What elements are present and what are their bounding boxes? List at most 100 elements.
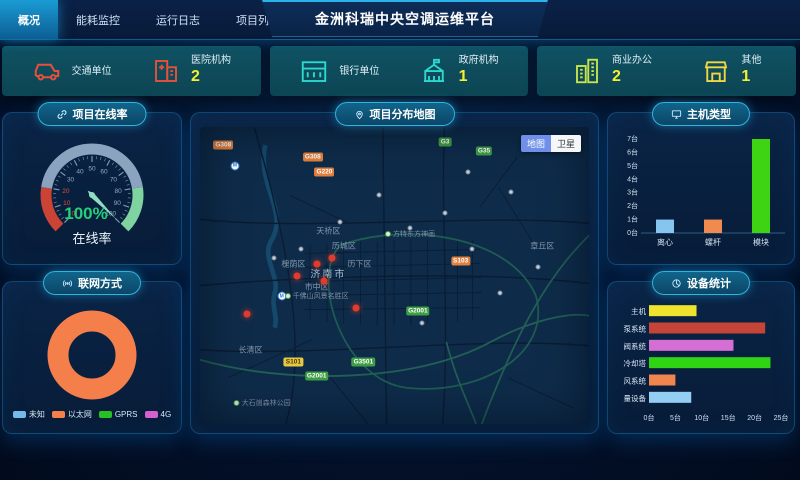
stat-label: 医院机构 <box>190 55 231 67</box>
gauge-tick-label: 50 <box>88 165 96 172</box>
panel-title: 联网方式 <box>78 278 122 290</box>
hospital-icon <box>151 56 181 86</box>
bar <box>649 374 676 385</box>
legend-item[interactable]: 4G <box>144 410 172 419</box>
stat-item: 交通单位 <box>32 56 112 86</box>
y-axis-label: 5台 <box>627 160 638 169</box>
poi-label: 方特东方神画 <box>393 230 436 238</box>
poi-dot <box>497 290 503 296</box>
gauge-tick <box>122 213 126 216</box>
link-icon <box>57 109 67 119</box>
poi-label-group: 千佛山风景名胜区 <box>284 291 349 301</box>
poi-dot <box>535 264 541 270</box>
legend-label: 4G <box>160 410 172 419</box>
stat-card-1: 交通单位 医院机构 2 <box>2 46 261 96</box>
bar <box>649 322 766 333</box>
gauge-value: 100% <box>64 204 107 223</box>
bank-icon <box>299 56 329 86</box>
stat-item: 银行单位 <box>299 56 379 86</box>
legend-swatch <box>51 411 65 418</box>
gauge-tick <box>111 161 114 165</box>
place-label: 天桥区 <box>316 226 341 236</box>
panel-online-rate: 项目在线率 0102030405060708090100100%在线率 <box>2 102 182 265</box>
x-axis-label: 20台 <box>747 413 762 422</box>
road-badge: G220 <box>314 167 335 177</box>
bar <box>649 391 692 403</box>
stat-item: 其他 1 <box>701 54 761 88</box>
map-layer-button-satellite[interactable]: 卫星 <box>550 135 581 152</box>
legend-swatch <box>98 411 112 418</box>
panel-title: 主机类型 <box>687 109 731 121</box>
x-axis-label: 15台 <box>721 413 736 422</box>
platform-title-box: 金洲科瑞中央空调运维平台 <box>262 0 548 37</box>
platform-title: 金洲科瑞中央空调运维平台 <box>315 11 495 27</box>
gauge-tick-label: 0 <box>71 210 75 217</box>
gauge-tick <box>118 171 124 176</box>
panel-title: 项目在线率 <box>72 109 128 121</box>
gauge-tick <box>82 156 84 160</box>
poi-dot <box>407 225 413 231</box>
road-badge: G3501 <box>351 357 376 367</box>
y-axis-label: 3台 <box>627 187 638 196</box>
car-icon <box>32 56 62 86</box>
nav-tab-2[interactable]: 能耗监控 <box>76 14 120 27</box>
panel-network-header: 联网方式 <box>43 271 141 295</box>
panel-title: 项目分布地图 <box>369 109 436 121</box>
stats-row: 交通单位 医院机构 2 银行单位 政府机构 1 商业办公 2 其他 1 <box>0 40 800 96</box>
nav-tab-1[interactable]: 概况 <box>0 0 58 39</box>
bar <box>649 356 771 368</box>
gauge-tick <box>123 175 127 178</box>
place-label: 槐荫区 <box>281 259 306 269</box>
center-column: 项目分布地图 地图 卫星 M M G308 G308 G220 G3 G35 S103 G2001… <box>190 102 599 434</box>
gauge-tick <box>56 209 60 212</box>
legend-item[interactable]: 未知 <box>12 409 45 420</box>
gauge-tick <box>54 183 58 186</box>
poi-label-group: 方特东方神画 <box>385 229 435 239</box>
legend-item[interactable]: 以太网 <box>51 409 92 420</box>
project-map[interactable]: 地图 卫星 M M G308 G308 G220 G3 G35 S103 G2001 S101 G20… <box>200 127 589 424</box>
bar <box>656 219 674 233</box>
panel-title: 设备统计 <box>687 278 731 290</box>
road-badge: G3 <box>438 137 452 147</box>
project-marker[interactable] <box>328 254 336 262</box>
stat-label: 商业办公 <box>612 55 652 67</box>
project-marker[interactable] <box>313 260 321 268</box>
project-marker[interactable] <box>352 304 360 312</box>
stat-label: 其他 <box>741 55 762 67</box>
poi-dot <box>419 320 425 326</box>
gauge-zone <box>120 186 144 231</box>
shop-icon <box>701 56 731 86</box>
poi-dot <box>465 169 471 175</box>
panel-device-stats-header: 设备统计 <box>652 271 750 295</box>
project-marker[interactable] <box>243 310 251 318</box>
place-label: 长清区 <box>238 345 263 355</box>
road-badge: G308 <box>213 140 234 150</box>
gauge-tick <box>106 159 111 166</box>
gauge-tick <box>114 217 121 223</box>
gauge-tick <box>124 209 128 212</box>
nav-tab-3[interactable]: 运行日志 <box>156 14 200 27</box>
panel-network: 联网方式 未知 以太网 GPRS 4G <box>2 271 182 434</box>
gauge-tick <box>63 167 66 171</box>
panel-online-rate-header: 项目在线率 <box>37 102 147 126</box>
place-label: 历下区 <box>347 259 372 269</box>
map-layer-button-map[interactable]: 地图 <box>520 135 551 152</box>
category-label: 阀系统 <box>624 340 647 350</box>
legend-item[interactable]: GPRS <box>98 410 138 419</box>
gauge-tick-label: 40 <box>76 168 84 175</box>
y-axis-label: 7台 <box>627 134 638 143</box>
legend-swatch <box>12 411 26 418</box>
x-axis-label: 螺杆 <box>705 237 721 247</box>
y-axis-label: 0台 <box>627 228 638 237</box>
project-marker[interactable] <box>293 272 301 279</box>
x-axis-label: 0台 <box>644 413 655 422</box>
gauge-tick-label: 30 <box>67 176 75 183</box>
gauge-label: 在线率 <box>72 231 111 246</box>
x-axis-label: 5台 <box>670 413 681 422</box>
road-badge: G2001 <box>304 371 329 381</box>
project-marker[interactable] <box>320 277 328 285</box>
gauge-tick <box>104 157 106 161</box>
stat-value: 2 <box>190 68 200 86</box>
gauge-tick <box>53 187 60 190</box>
road-badge: S103 <box>451 256 471 266</box>
